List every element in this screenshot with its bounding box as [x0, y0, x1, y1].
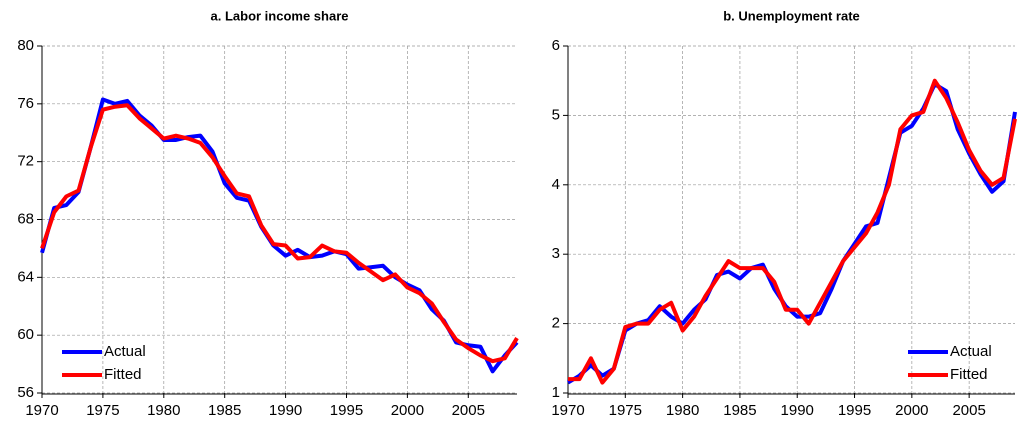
x-tick-label: 2000 [895, 402, 928, 419]
legend-label: Actual [104, 343, 146, 360]
x-tick-label: 1985 [723, 402, 756, 419]
x-tick-label: 1980 [666, 402, 699, 419]
x-tick-label: 1980 [147, 402, 180, 419]
y-tick-label: 64 [17, 268, 34, 285]
series-line [40, 97, 519, 374]
series-line [40, 103, 519, 364]
chart-title: a. Labor income share [211, 8, 349, 23]
y-tick-label: 2 [552, 315, 560, 332]
y-tick-label: 60 [17, 326, 34, 343]
series-line [566, 82, 1017, 385]
x-tick-label: 2005 [452, 402, 485, 419]
legend-label: Fitted [104, 366, 142, 383]
x-tick-label: 1975 [86, 402, 119, 419]
y-tick-label: 5 [552, 106, 560, 123]
x-tick-label: 2000 [391, 402, 424, 419]
x-tick-label: 1970 [25, 402, 58, 419]
y-tick-label: 4 [552, 176, 560, 193]
y-tick-label: 76 [17, 95, 34, 112]
x-tick-label: 2005 [952, 402, 985, 419]
y-tick-label: 3 [552, 245, 560, 262]
y-tick-label: 1 [552, 384, 560, 401]
x-tick-label: 1975 [609, 402, 642, 419]
x-tick-label: 1970 [551, 402, 584, 419]
x-tick-label: 1985 [208, 402, 241, 419]
y-tick-label: 56 [17, 384, 34, 401]
x-tick-label: 1995 [838, 402, 871, 419]
x-tick-label: 1995 [330, 402, 363, 419]
x-tick-label: 1990 [781, 402, 814, 419]
series-line [568, 78, 1017, 385]
legend-label: Fitted [950, 366, 988, 383]
y-tick-label: 68 [17, 210, 34, 227]
y-tick-label: 72 [17, 153, 34, 170]
chart-title: b. Unemployment rate [723, 8, 860, 23]
y-tick-label: 6 [552, 37, 560, 54]
legend-label: Actual [950, 343, 992, 360]
y-tick-label: 80 [17, 37, 34, 54]
x-tick-label: 1990 [269, 402, 302, 419]
